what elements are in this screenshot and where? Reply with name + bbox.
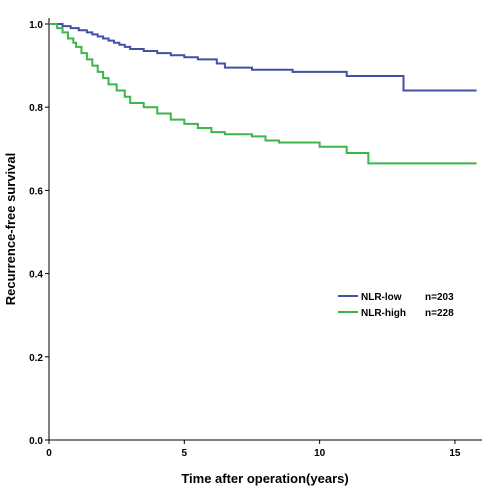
series-layer xyxy=(49,23,477,165)
y-tick-label: 1.0 xyxy=(29,20,43,31)
x-tick-label: 10 xyxy=(314,448,326,459)
y-tick-label: 0.4 xyxy=(29,270,43,281)
legend-n-nlr-low: n=203 xyxy=(425,292,454,303)
legend-n-nlr-high: n=228 xyxy=(425,308,454,319)
y-axis-ticks: 0.0 0.2 0.4 0.6 0.8 1.0 xyxy=(29,20,49,447)
y-axis-title: Recurrence-free survival xyxy=(3,153,18,305)
x-tick-label: 0 xyxy=(46,448,52,459)
y-tick-label: 0.2 xyxy=(29,353,43,364)
x-axis-ticks: 0 5 10 15 xyxy=(46,440,461,459)
x-tick-label: 15 xyxy=(449,448,461,459)
y-tick-label: 0.0 xyxy=(29,436,43,447)
series-line-nlr-low xyxy=(49,23,477,92)
x-axis-title: Time after operation(years) xyxy=(181,471,348,486)
x-tick-label: 5 xyxy=(182,448,188,459)
y-tick-label: 0.6 xyxy=(29,186,43,197)
legend-label-nlr-high: NLR-high xyxy=(361,308,406,319)
legend-label-nlr-low: NLR-low xyxy=(361,292,402,303)
legend: NLR-low n=203 NLR-high n=228 xyxy=(338,292,454,319)
series-line-nlr-high xyxy=(49,23,477,165)
y-tick-label: 0.8 xyxy=(29,103,43,114)
